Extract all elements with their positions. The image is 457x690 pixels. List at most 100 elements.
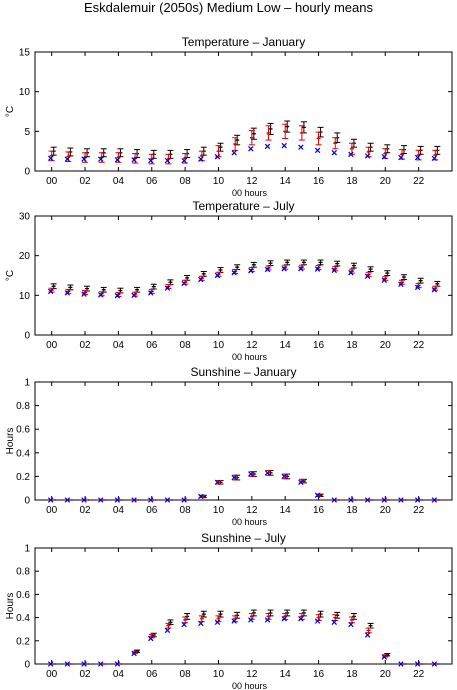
point-blue [281,266,287,272]
point-blue [348,151,354,158]
x-tick-label: 12 [246,176,258,187]
x-tick-label: 10 [213,505,225,516]
x-tick-label: 22 [413,505,425,516]
point-blue [381,654,388,660]
x-marker-stroke [198,493,204,500]
x-tick-label: 10 [213,340,225,351]
y-tick-label: 0.6 [16,590,30,601]
x-marker-stroke [47,288,54,295]
point-blue [114,497,121,503]
x-marker-stroke [381,497,388,503]
x-marker-stroke [181,280,187,287]
plot-frame [34,547,453,665]
x-marker-stroke [331,150,337,156]
y-tick-label: 0.8 [16,401,30,412]
point-blue [248,617,254,623]
x-tick-label: 14 [280,340,292,351]
x-marker-stroke [131,650,137,657]
y-axis-label: °C [5,106,16,117]
x-marker-stroke [414,661,421,667]
x-marker-stroke [81,497,87,503]
point-blue [181,280,187,287]
point-blue [298,266,304,272]
point-blue [314,147,321,154]
x-marker-stroke [198,156,204,162]
x-marker-stroke [231,269,237,276]
x-marker-stroke [364,153,371,159]
point-blue [431,287,438,293]
point-blue [148,497,154,503]
x-marker-stroke [281,473,287,480]
x-marker-stroke [114,661,121,667]
x-axis-label: 00 hours [232,517,268,527]
y-axis-label: Hours [5,428,16,455]
point-blue [314,492,321,499]
point-blue [97,661,104,667]
x-tick-label: 20 [380,176,392,187]
y-tick-label: 1 [24,378,30,389]
x-marker-stroke [298,144,304,150]
x-tick-label: 22 [413,669,425,680]
x-marker-stroke [314,147,321,154]
x-marker-stroke [81,661,87,667]
x-tick-label: 04 [113,669,125,680]
point-blue [47,661,54,667]
x-marker-stroke [281,616,287,622]
point-blue [164,627,171,634]
x-tick-label: 08 [180,669,192,680]
point-blue [364,497,371,503]
x-marker-stroke [348,621,354,628]
x-marker-stroke [281,266,287,272]
y-tick-label: 0.6 [16,425,30,436]
x-marker-stroke [47,497,54,503]
x-marker-stroke [47,661,54,667]
y-tick-label: 5 [24,127,30,138]
x-marker-stroke [414,154,421,161]
chart-panel-1: Temperature – January 0 5 10 15 00 02 04 06 08 10 1… [5,35,453,198]
point-blue [131,650,137,657]
x-marker-stroke [398,154,404,161]
point-blue [131,157,137,163]
point-blue [398,661,404,667]
point-blue [97,497,104,503]
point-blue [331,497,337,503]
x-marker-stroke [248,471,254,477]
point-blue [181,497,187,503]
x-marker-stroke [97,661,104,667]
point-blue [114,293,121,299]
x-marker-stroke [431,661,438,667]
point-blue [398,154,404,161]
x-marker-stroke [398,497,404,503]
point-blue [281,616,287,622]
point-blue [381,497,388,503]
y-tick-label: 15 [19,48,31,59]
x-tick-label: 14 [280,176,292,187]
x-marker-stroke [248,268,254,274]
x-marker-stroke [64,156,71,162]
plot-frame [34,215,453,336]
x-marker-stroke [331,497,337,503]
x-marker-stroke [231,618,237,624]
x-tick-label: 22 [413,340,425,351]
x-tick-label: 12 [246,505,258,516]
x-marker-stroke [148,497,154,503]
x-marker-stroke [47,155,54,162]
x-marker-stroke [131,157,137,163]
x-tick-label: 00 [46,176,58,187]
x-tick-label: 20 [380,669,392,680]
point-blue [131,497,137,503]
x-marker-stroke [148,290,154,296]
y-axis-label: Hours [5,593,16,620]
chart-panel-2: Temperature – July 0 10 20 30 00 02 04 06 08 10 12 1… [5,199,453,362]
x-axis-label: 00 hours [232,188,268,198]
x-marker-stroke [64,497,71,503]
point-blue [248,268,254,274]
x-tick-label: 06 [146,669,158,680]
x-marker-stroke [131,497,137,503]
x-tick-label: 08 [180,505,192,516]
y-axis-label: °C [5,270,16,281]
point-blue [298,144,304,150]
point-blue [114,661,121,667]
x-tick-label: 02 [79,669,91,680]
